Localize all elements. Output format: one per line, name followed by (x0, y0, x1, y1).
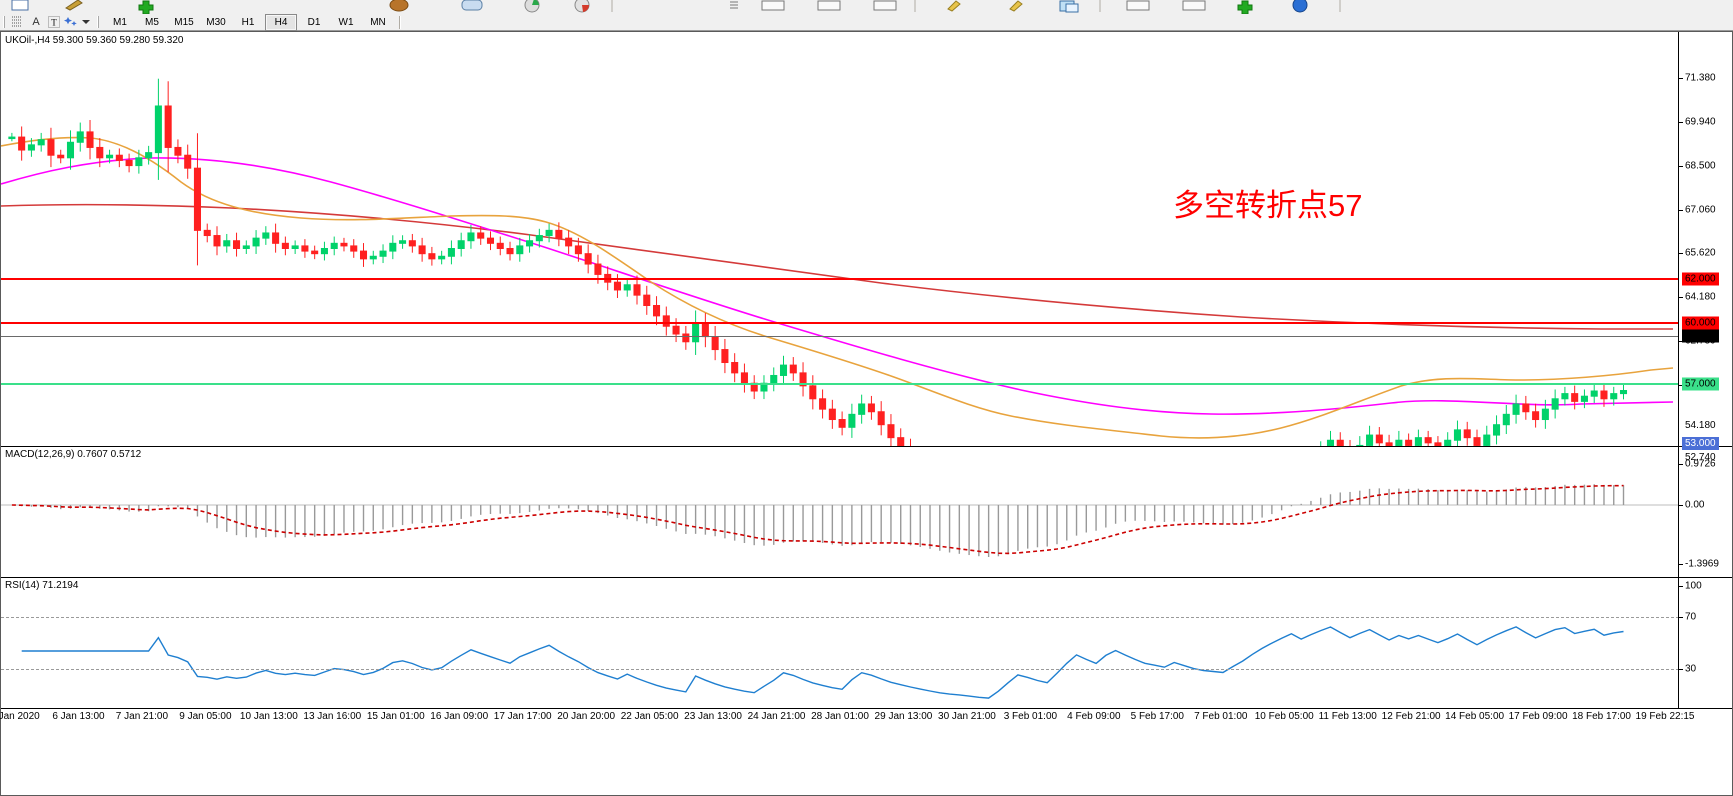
price-axis-lower-labels: 54.180 53.000 52.740 (1679, 412, 1732, 463)
price-tag-current: 59.320 (1682, 329, 1719, 343)
main-toolbar-icons (0, 0, 1733, 14)
timeframe-button-w1[interactable]: W1 (338, 16, 354, 28)
macd-tick-label: 0.9726 (1685, 458, 1716, 470)
time-axis-label: 14 Feb 05:00 (1445, 711, 1505, 722)
macd-plot[interactable]: MACD(12,26,9) 0.7607 0.5712 (1, 447, 1679, 577)
toolbar-grip[interactable] (3, 16, 6, 28)
time-axis-label: 3 Feb 01:00 (1003, 711, 1058, 722)
time-axis-label: 22 Jan 05:00 (620, 711, 679, 722)
price-plot[interactable]: UKOil-,H4 59.300 59.360 59.280 59.320 多空… (1, 32, 1679, 446)
chart-annotation-text: 多空转折点57 (1173, 188, 1363, 223)
svg-text:T: T (51, 18, 57, 28)
crosshair-icon[interactable] (9, 15, 27, 29)
time-axis-label: 4 Feb 09:00 (1067, 711, 1121, 722)
time-axis-label: 19 Feb 22:15 (1635, 711, 1695, 722)
time-axis-label: 15 Jan 01:00 (366, 711, 425, 722)
text-tool-button[interactable]: T (45, 15, 63, 29)
price-tick-label: 65.620 (1685, 247, 1716, 259)
time-axis-label: 16 Jan 09:00 (430, 711, 489, 722)
timeframe-button-h4[interactable]: H4 (265, 13, 297, 31)
time-axis-label: 6 Jan 13:00 (52, 711, 105, 722)
price-tick-label: 54.180 (1685, 420, 1716, 431)
timeframe-button-m15[interactable]: M15 (174, 16, 194, 28)
chart-tools-toolbar: A T M1 M5 M15 M30 H1 H4 D1 W1 MN (0, 13, 1733, 31)
time-axis-labels: 3 Jan 2020 6 Jan 13:00 7 Jan 21:00 9 Jan 05… (0, 709, 1694, 725)
time-axis-label: 23 Jan 13:00 (684, 711, 742, 722)
rsi-plot[interactable]: RSI(14) 71.2194 (1, 578, 1679, 708)
macd-indicator-label: MACD(12,26,9) 0.7607 0.5712 (5, 449, 142, 460)
rsi-tick-label: 30 (1685, 663, 1697, 675)
time-axis-label: 24 Jan 21:00 (747, 711, 806, 722)
drawing-tools-icon[interactable] (63, 15, 81, 29)
time-axis-label: 5 Feb 17:00 (1130, 711, 1184, 722)
time-axis-label: 30 Jan 21:00 (938, 711, 996, 722)
timeframe-button-mn[interactable]: MN (370, 16, 386, 28)
price-tick-label: 67.060 (1685, 204, 1716, 216)
price-axis[interactable]: 71.380 69.940 68.500 67.060 65.620 64.18… (1678, 32, 1732, 567)
price-tick-label: 64.180 (1685, 291, 1716, 303)
time-axis-label: 7 Jan 21:00 (115, 711, 169, 722)
time-axis-label: 12 Feb 21:00 (1381, 711, 1441, 722)
price-pane[interactable]: UKOil-,H4 59.300 59.360 59.280 59.320 多空… (1, 32, 1732, 567)
time-axis-label: 11 Feb 13:00 (1318, 711, 1377, 722)
time-axis-label: 13 Jan 16:00 (303, 711, 362, 722)
macd-pane[interactable]: MACD(12,26,9) 0.7607 0.5712 0.9726 0.00 … (1, 446, 1732, 577)
macd-tick-label: 0.00 (1685, 499, 1705, 511)
price-tag-60: 60.000 (1682, 316, 1719, 330)
time-axis-label: 17 Feb 09:00 (1508, 711, 1568, 722)
rsi-axis[interactable]: 100 70 30 (1678, 578, 1732, 708)
price-tick-label: 69.940 (1685, 116, 1716, 128)
price-tick-label: 68.500 (1685, 160, 1716, 172)
rsi-pane[interactable]: RSI(14) 71.2194 100 70 30 (1, 577, 1732, 708)
rsi-tick-label: 100 (1685, 580, 1702, 592)
chart-symbol-header: UKOil-,H4 59.300 59.360 59.280 59.320 (5, 35, 184, 46)
rsi-oversold-line (1, 669, 1679, 670)
time-axis-label: 9 Jan 05:00 (179, 711, 232, 722)
macd-svg (1, 447, 1679, 576)
timeframe-toolbar-grip[interactable] (97, 16, 100, 28)
timeframe-button-m1[interactable]: M1 (113, 16, 127, 28)
time-axis-label: 18 Feb 17:00 (1572, 711, 1631, 722)
toolbar-divider (399, 15, 401, 29)
resistance-line-60[interactable] (1, 322, 1679, 324)
rsi-indicator-label: RSI(14) 71.2194 (5, 580, 79, 591)
timeframe-button-h1[interactable]: H1 (241, 16, 255, 28)
resistance-line-62[interactable] (1, 278, 1679, 280)
price-candles-svg (1, 32, 1679, 446)
price-tick-label: 52.740 (1685, 452, 1716, 463)
cursor-tool-button[interactable]: A (32, 16, 40, 28)
time-axis-label: 29 Jan 13:00 (874, 711, 933, 722)
timeframe-button-m5[interactable]: M5 (145, 16, 159, 28)
timeframe-group: M1 M5 M15 M30 H1 H4 D1 W1 MN (105, 13, 393, 31)
drawing-tools-dropdown-icon[interactable] (81, 15, 91, 29)
timeframe-button-m30[interactable]: M30 (206, 16, 226, 28)
support-line-57[interactable] (1, 383, 1679, 385)
current-price-line (1, 336, 1679, 337)
time-axis-label: 7 Feb 01:00 (1194, 711, 1248, 722)
time-axis-label: 28 Jan 01:00 (811, 711, 869, 722)
macd-tick-label: -1.3969 (1685, 558, 1719, 570)
time-axis-label: 10 Feb 05:00 (1254, 711, 1314, 722)
price-tag-57: 57.000 (1682, 377, 1719, 391)
rsi-svg (1, 578, 1679, 707)
price-tag-53: 53.000 (1682, 437, 1719, 450)
time-axis-label: 20 Jan 20:00 (557, 711, 616, 722)
time-axis[interactable]: 3 Jan 2020 6 Jan 13:00 7 Jan 21:00 9 Jan 05… (0, 708, 1732, 725)
timeframe-button-d1[interactable]: D1 (307, 16, 321, 28)
price-tag-62: 62.000 (1682, 272, 1719, 286)
chart-window[interactable]: UKOil-,H4 59.300 59.360 59.280 59.320 多空… (0, 31, 1733, 796)
rsi-tick-label: 70 (1685, 611, 1697, 623)
time-axis-label: 10 Jan 13:00 (239, 711, 298, 722)
main-toolbar (0, 0, 1733, 15)
rsi-overbought-line (1, 617, 1679, 618)
time-axis-label: 17 Jan 17:00 (493, 711, 552, 722)
time-axis-label: 3 Jan 2020 (0, 711, 40, 722)
price-tick-label: 71.380 (1685, 72, 1716, 84)
macd-axis[interactable]: 0.9726 0.00 -1.3969 (1678, 447, 1732, 577)
